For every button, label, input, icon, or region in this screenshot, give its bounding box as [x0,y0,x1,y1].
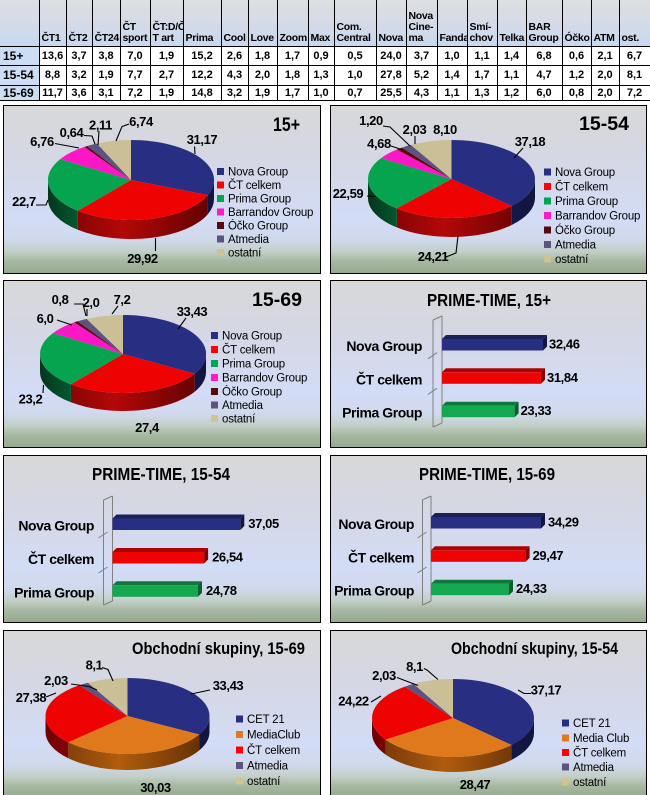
svg-text:PRIME-TIME, 15-54: PRIME-TIME, 15-54 [92,464,230,484]
svg-text:31,84: 31,84 [547,370,579,385]
svg-text:Barrandov Group: Barrandov Group [222,373,307,385]
svg-text:37,18: 37,18 [515,134,546,149]
svg-text:Nova Group: Nova Group [346,338,422,354]
svg-text:Óčko Group: Óčko Group [228,220,288,233]
svg-text:29,47: 29,47 [533,548,564,563]
svg-text:6,76: 6,76 [30,134,54,149]
svg-text:4,68: 4,68 [367,136,391,151]
svg-text:ostatní: ostatní [555,254,589,266]
svg-text:ČT celkem: ČT celkem [222,344,275,357]
svg-text:MediaClub: MediaClub [247,730,300,742]
svg-text:27,38: 27,38 [16,690,47,705]
svg-text:ČT celkem: ČT celkem [28,550,94,567]
svg-text:Atmedia: Atmedia [573,762,615,774]
svg-text:32,46: 32,46 [549,337,580,352]
svg-text:Nova Group: Nova Group [222,331,282,343]
svg-text:34,29: 34,29 [548,515,579,530]
svg-text:15-69: 15-69 [252,290,302,311]
svg-text:Prima Group: Prima Group [222,359,285,371]
svg-text:Obchodní skupiny, 15-69: Obchodní skupiny, 15-69 [132,640,305,658]
svg-text:Nova Group: Nova Group [228,167,288,179]
svg-text:37,05: 37,05 [248,516,279,531]
svg-text:2,03: 2,03 [403,122,427,137]
svg-text:33,43: 33,43 [177,304,208,319]
svg-text:2,03: 2,03 [44,673,68,688]
svg-text:PRIME-TIME, 15+: PRIME-TIME, 15+ [427,290,551,310]
svg-text:ČT celkem: ČT celkem [573,747,626,760]
svg-text:ČT celkem: ČT celkem [247,744,300,757]
svg-text:ČT celkem: ČT celkem [228,179,281,192]
svg-text:22,7: 22,7 [12,194,36,209]
svg-text:23,2: 23,2 [19,392,43,407]
svg-text:Media Club: Media Club [573,733,629,745]
svg-text:ostatní: ostatní [222,414,256,426]
svg-text:15-54: 15-54 [579,114,629,135]
svg-text:Barrandov Group: Barrandov Group [555,211,640,223]
svg-text:23,33: 23,33 [521,403,552,418]
svg-text:Nova Group: Nova Group [338,516,414,532]
svg-text:26,54: 26,54 [212,550,244,565]
svg-text:0,8: 0,8 [52,292,69,307]
svg-text:0,64: 0,64 [60,125,85,140]
svg-text:2,03: 2,03 [372,668,396,683]
svg-text:ČT celkem: ČT celkem [356,370,422,387]
svg-text:2,11: 2,11 [89,118,112,133]
svg-text:37,17: 37,17 [531,683,562,698]
svg-text:8,1: 8,1 [86,658,103,673]
svg-text:Atmedia: Atmedia [555,240,597,252]
svg-text:Prima Group: Prima Group [228,194,291,206]
svg-text:ČT celkem: ČT celkem [348,548,414,565]
svg-text:7,2: 7,2 [114,292,131,307]
svg-text:ostatní: ostatní [573,777,607,789]
svg-text:24,33: 24,33 [516,581,547,596]
svg-text:PRIME-TIME, 15-69: PRIME-TIME, 15-69 [419,464,555,484]
svg-text:31,17: 31,17 [187,132,218,147]
svg-text:27,4: 27,4 [135,420,160,435]
svg-text:29,92: 29,92 [127,251,158,266]
svg-text:Atmedia: Atmedia [222,400,264,412]
svg-text:Prima Group: Prima Group [334,583,414,599]
svg-text:8,10: 8,10 [433,122,457,137]
svg-text:Atmedia: Atmedia [228,234,270,246]
svg-text:30,03: 30,03 [140,780,171,795]
svg-text:ostatní: ostatní [228,248,262,260]
svg-text:CET 21: CET 21 [573,718,611,730]
svg-text:6,0: 6,0 [37,311,54,326]
svg-text:24,78: 24,78 [206,583,237,598]
svg-text:1,20: 1,20 [359,113,383,128]
svg-text:24,21: 24,21 [418,249,449,264]
svg-text:Prima Group: Prima Group [555,196,618,208]
svg-text:22,59: 22,59 [333,186,364,201]
svg-text:28,47: 28,47 [460,777,491,792]
svg-text:6,74: 6,74 [129,114,154,129]
svg-text:24,22: 24,22 [338,694,369,709]
svg-text:ostatní: ostatní [247,776,281,788]
svg-text:Prima Group: Prima Group [342,405,422,421]
svg-text:CET 21: CET 21 [247,714,285,726]
svg-text:33,43: 33,43 [213,678,244,693]
svg-text:Nova Group: Nova Group [555,167,615,179]
svg-text:Óčko Group: Óčko Group [555,224,615,237]
svg-text:Barrandov Group: Barrandov Group [228,207,313,219]
svg-text:ČT celkem: ČT celkem [555,181,608,194]
svg-text:Nova Group: Nova Group [18,518,94,534]
svg-text:8,1: 8,1 [406,659,423,674]
svg-text:Óčko Group: Óčko Group [222,386,282,399]
svg-text:Prima Group: Prima Group [14,584,94,600]
svg-text:Obchodní skupiny, 15-54: Obchodní skupiny, 15-54 [451,640,619,658]
svg-text:15+: 15+ [273,115,300,136]
svg-text:Atmedia: Atmedia [247,761,289,773]
svg-text:2,0: 2,0 [83,295,100,310]
